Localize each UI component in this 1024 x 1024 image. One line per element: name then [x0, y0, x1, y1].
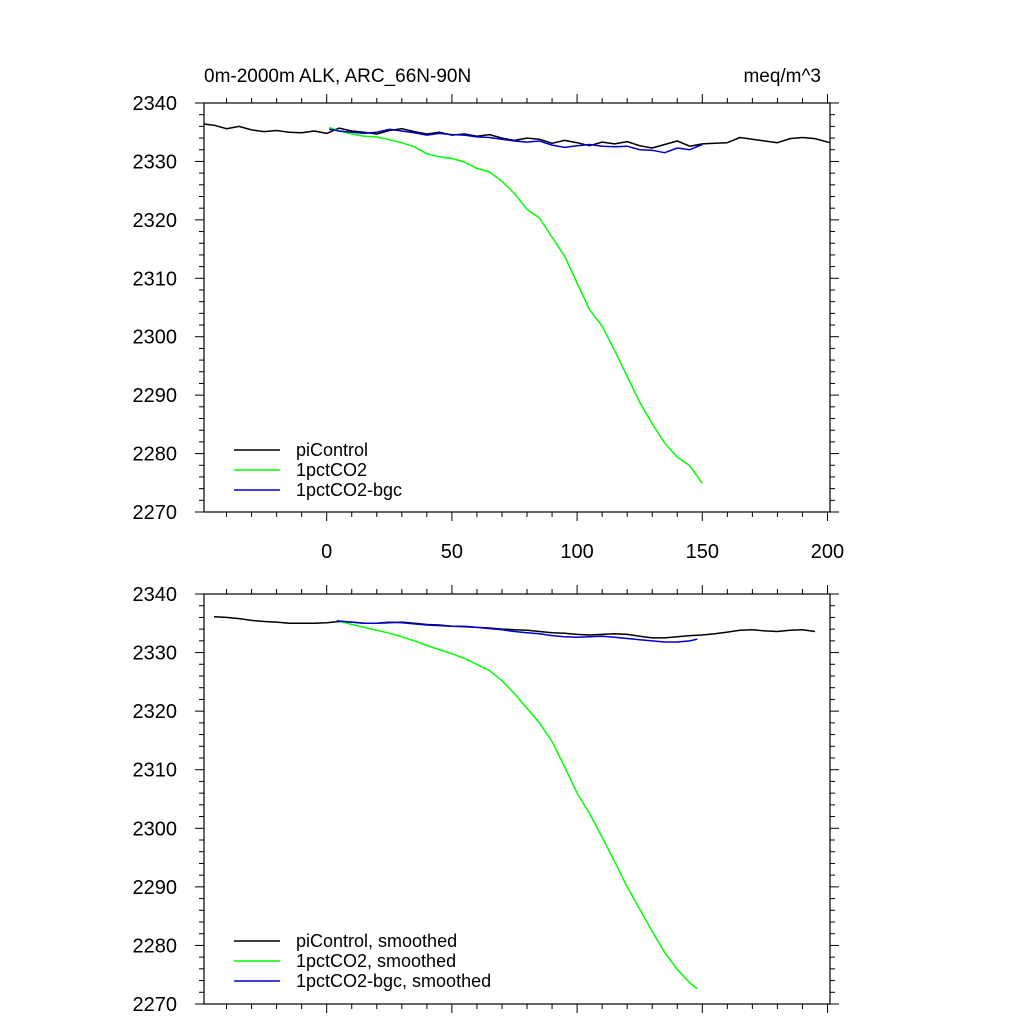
x-tick-label: 50: [441, 541, 463, 563]
y-tick-label: 2290: [133, 877, 178, 899]
y-tick-label: 2300: [133, 327, 178, 349]
legend-label: 1pctCO2: [296, 460, 367, 480]
plot-area-bottom: 2270 2280 2290 2300 2310 2320 2330 2340 piContro…: [133, 584, 839, 1016]
series-line-3: [329, 128, 703, 154]
series-line-2: [336, 619, 698, 990]
y-tick-label: 2320: [133, 701, 178, 723]
y-tick-label: 2310: [133, 268, 178, 290]
series-line-1: [213, 616, 816, 639]
legend-label: 1pctCO2-bgc, smoothed: [296, 971, 491, 991]
panel-top: 0m-2000m ALK, ARC_66N-90N meq/m^3 0 50 100…: [133, 66, 845, 563]
y-tick-label: 2340: [133, 93, 178, 115]
y-tick-label: 2290: [133, 385, 178, 407]
y-tick-label: 2330: [133, 643, 178, 665]
y-tick-label: 2310: [133, 760, 178, 782]
y-tick-label: 2270: [133, 994, 178, 1016]
x-tick-label: 200: [811, 541, 844, 563]
x-tick-label: 100: [560, 541, 593, 563]
chart-title: 0m-2000m ALK, ARC_66N-90N: [204, 66, 471, 87]
legend-label: piControl: [296, 440, 368, 460]
x-tick-label: 150: [686, 541, 719, 563]
y-tick-label: 2330: [133, 151, 178, 173]
plot-frame: [203, 593, 831, 1005]
legend-label: piControl, smoothed: [296, 931, 457, 951]
legend-label: 1pctCO2, smoothed: [296, 951, 456, 971]
y-tick-label: 2280: [133, 935, 178, 957]
y-tick-label: 2320: [133, 210, 178, 232]
plot-area-top: 0 50 100 150 200 2270 2280 2290 2300 2310 2320 2330…: [133, 93, 845, 563]
chart-units: meq/m^3: [743, 66, 821, 87]
legend-label: 1pctCO2-bgc: [296, 480, 402, 500]
series-line-2: [328, 126, 703, 484]
panel-bottom: 2270 2280 2290 2300 2310 2320 2330 2340 piContro…: [133, 584, 839, 1016]
y-tick-label: 2340: [133, 584, 178, 606]
x-tick-label: 0: [321, 541, 332, 563]
series-line-3: [336, 620, 698, 643]
series-line-1: [203, 123, 831, 149]
y-tick-label: 2270: [133, 502, 178, 524]
y-tick-label: 2300: [133, 818, 178, 840]
y-tick-label: 2280: [133, 444, 178, 466]
plot-frame: [203, 102, 831, 513]
